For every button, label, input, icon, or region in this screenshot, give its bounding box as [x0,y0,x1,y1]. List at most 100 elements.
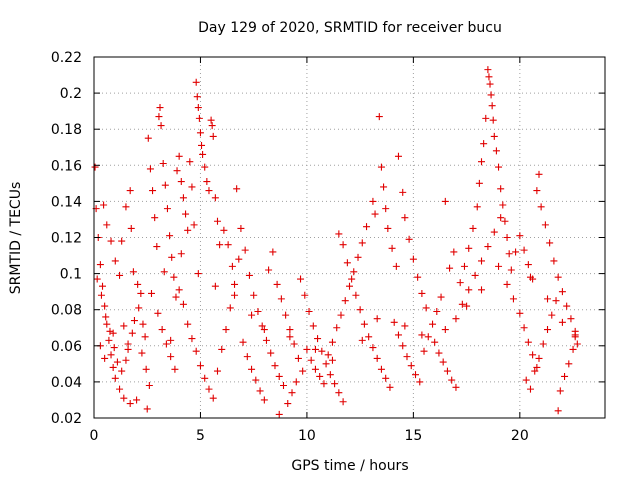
data-point [394,331,402,339]
data-point [277,295,285,303]
data-point [520,246,528,254]
data-point [439,358,447,366]
x-tick-label: 5 [196,428,205,444]
data-point [273,280,281,288]
data-point [548,311,556,319]
data-point [495,163,503,171]
data-point [286,333,294,341]
x-axis-label: GPS time / hours [291,458,408,474]
data-point [195,114,203,122]
data-point [401,322,409,330]
data-point [554,407,562,415]
data-point [262,336,270,344]
data-point [167,353,175,361]
data-point [409,255,417,263]
data-point [129,268,137,276]
data-point [194,104,202,112]
data-point [288,389,296,397]
data-point [243,353,251,361]
data-point [248,311,256,319]
data-point [390,318,398,326]
data-point [157,122,165,130]
data-point [167,336,175,344]
data-point [105,336,113,344]
data-point [116,271,124,279]
data-point [469,224,477,232]
data-point [556,387,564,395]
data-point [537,203,545,211]
data-point [198,141,206,149]
data-point [331,380,339,388]
data-point [437,293,445,301]
data-point [184,226,192,234]
data-point [478,158,486,166]
data-point [486,80,494,88]
data-point [213,367,221,375]
data-point [102,313,110,321]
data-point [478,257,486,265]
data-point [269,248,277,256]
data-point [254,308,262,316]
data-point [109,363,117,371]
data-point [128,329,136,337]
data-point [133,396,141,404]
data-point [196,362,204,370]
data-point [93,275,101,283]
data-point [309,322,317,330]
data-point [126,187,134,195]
data-point [124,345,132,353]
grid [94,57,605,418]
data-point [314,335,322,343]
data-point [250,291,258,299]
data-point [565,360,573,368]
data-point [524,338,532,346]
data-point [316,372,324,380]
data-point [101,354,109,362]
data-point [503,234,511,241]
data-point [294,354,302,362]
data-point [192,78,200,86]
data-point [473,203,481,211]
data-point [158,326,166,334]
data-point [487,91,495,99]
data-point [369,344,377,352]
data-point [544,295,552,303]
data-point [146,165,154,173]
data-point [341,297,349,305]
data-point [539,340,547,348]
data-point [96,261,104,269]
data-point [531,367,539,375]
data-point [546,239,554,247]
data-point [363,223,371,231]
data-point [429,320,437,328]
data-point [573,340,581,348]
data-point [452,315,460,323]
data-point [138,349,146,357]
data-point [134,280,142,288]
data-point [369,197,377,205]
data-point [237,224,245,232]
axis-ticks: 0 5 10 15 20 0.02 0.04 0.06 0.08 0.1 0.12 0.14 0.16 0… [51,50,605,444]
data-point [175,286,183,294]
data-point [488,102,496,110]
x-tick-label: 10 [298,428,316,444]
data-point [97,291,105,299]
data-point [414,273,422,281]
data-point [505,250,513,258]
data-point [141,333,149,341]
data-point [137,289,145,297]
data-point [526,273,534,281]
data-point [151,214,159,222]
data-point [365,333,373,341]
data-point [149,187,157,195]
data-point [163,205,171,213]
data-point [350,268,358,276]
y-tick-label: 0.18 [51,122,82,138]
data-point [209,132,217,140]
data-point [422,304,430,312]
data-point [399,342,407,350]
data-point [420,347,428,355]
data-point [407,362,415,370]
data-point [512,248,520,256]
data-point [175,152,183,160]
